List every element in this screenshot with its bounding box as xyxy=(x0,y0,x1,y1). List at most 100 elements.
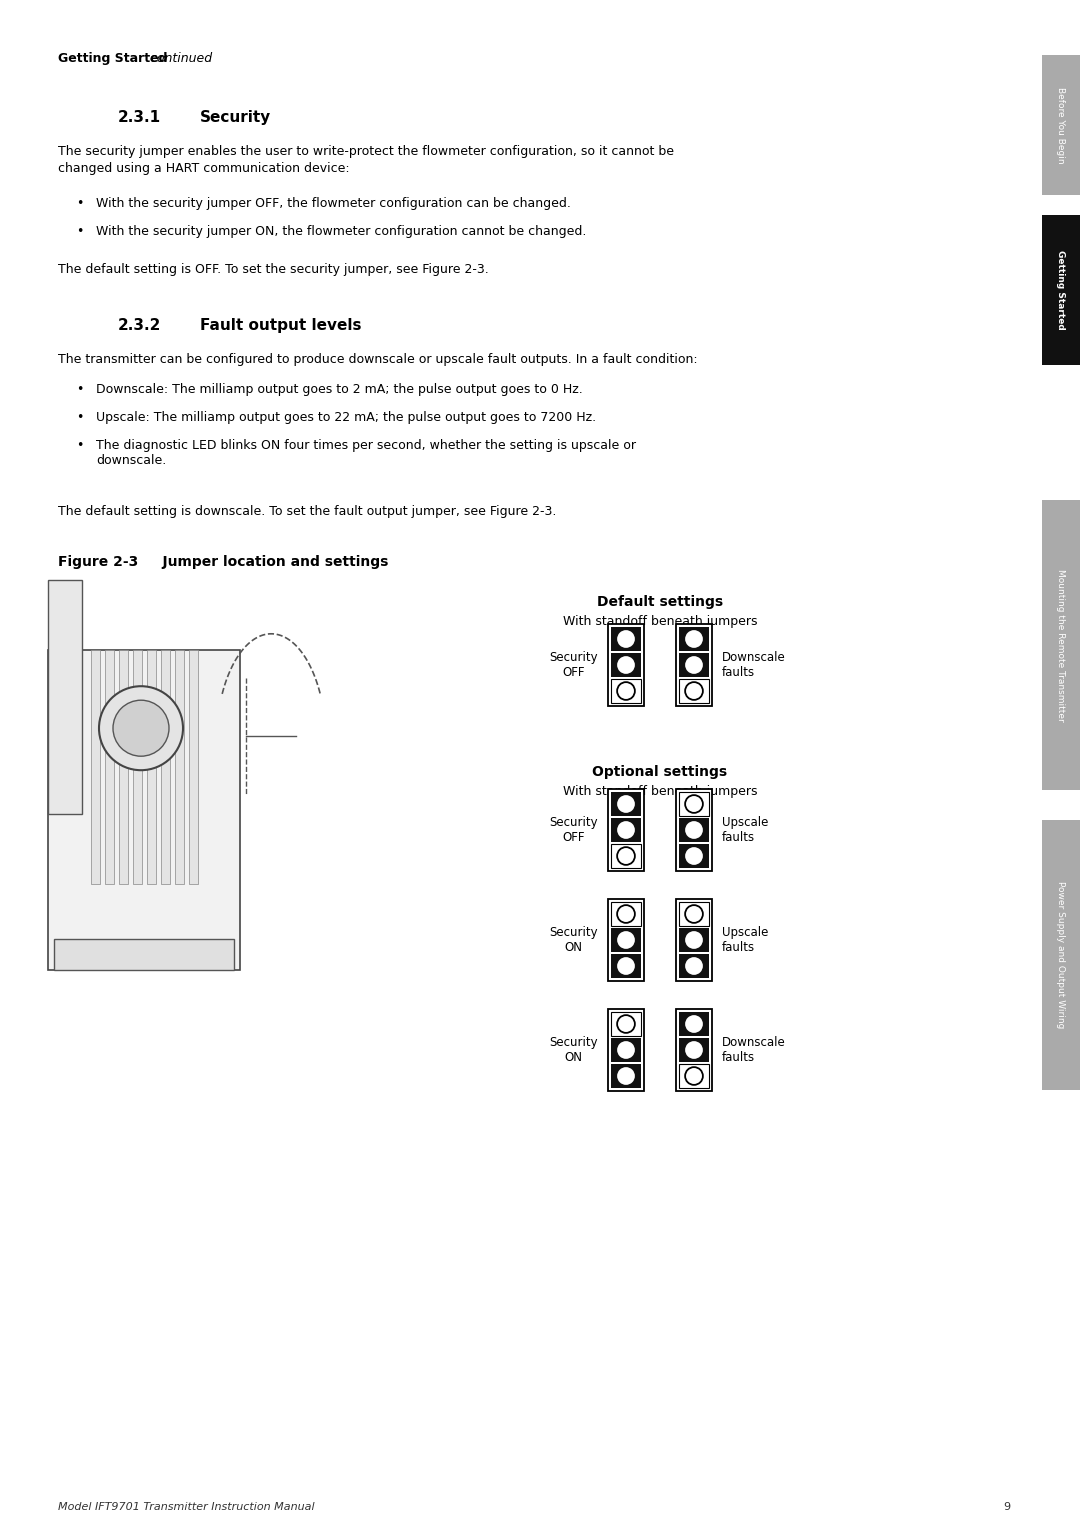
Bar xyxy=(608,898,644,981)
Text: Fault output levels: Fault output levels xyxy=(200,318,362,333)
Bar xyxy=(611,1012,642,1036)
Bar xyxy=(679,902,708,926)
Circle shape xyxy=(99,686,183,770)
Bar xyxy=(679,1038,708,1062)
Text: Mounting the Remote Transmitter: Mounting the Remote Transmitter xyxy=(1056,568,1066,721)
Text: The default setting is downscale. To set the fault output jumper, see Figure 2-3: The default setting is downscale. To set… xyxy=(58,504,556,518)
Circle shape xyxy=(685,1067,703,1085)
Bar xyxy=(1042,55,1080,196)
Text: Security: Security xyxy=(200,110,271,125)
Text: The default setting is OFF. To set the security jumper, see Figure 2-3.: The default setting is OFF. To set the s… xyxy=(58,263,489,277)
Bar xyxy=(611,843,642,868)
Circle shape xyxy=(685,821,703,839)
Circle shape xyxy=(617,1015,635,1033)
Bar xyxy=(611,678,642,703)
Text: Figure 2-3: Figure 2-3 xyxy=(58,555,138,568)
Text: •: • xyxy=(76,384,83,396)
Bar xyxy=(679,792,708,816)
Circle shape xyxy=(685,1015,703,1033)
Text: Upscale
faults: Upscale faults xyxy=(723,926,768,953)
Bar xyxy=(1042,215,1080,365)
Text: Downscale
faults: Downscale faults xyxy=(723,1036,786,1063)
Text: continued: continued xyxy=(146,52,212,66)
Bar xyxy=(54,938,234,970)
Bar xyxy=(676,623,712,706)
Text: Jumper location and settings: Jumper location and settings xyxy=(143,555,389,568)
Text: Getting Started: Getting Started xyxy=(1056,251,1066,330)
Bar xyxy=(147,651,157,885)
Text: Upscale
faults: Upscale faults xyxy=(723,816,768,843)
Bar xyxy=(161,651,171,885)
Circle shape xyxy=(617,795,635,813)
Bar xyxy=(679,1012,708,1036)
Bar xyxy=(679,817,708,842)
Bar xyxy=(608,788,644,871)
Bar xyxy=(1042,821,1080,1089)
Text: Downscale: The milliamp output goes to 2 mA; the pulse output goes to 0 Hz.: Downscale: The milliamp output goes to 2… xyxy=(96,384,583,396)
Bar xyxy=(175,651,185,885)
Bar xyxy=(679,953,708,978)
Text: Security
OFF: Security OFF xyxy=(550,651,598,678)
Bar xyxy=(134,651,143,885)
Text: Upscale: The milliamp output goes to 22 mA; the pulse output goes to 7200 Hz.: Upscale: The milliamp output goes to 22 … xyxy=(96,411,596,423)
Bar xyxy=(611,626,642,651)
Bar xyxy=(676,788,712,871)
Circle shape xyxy=(685,656,703,674)
Text: Optional settings: Optional settings xyxy=(593,766,728,779)
Text: 2.3.1: 2.3.1 xyxy=(118,110,161,125)
Bar xyxy=(679,678,708,703)
Text: With the security jumper ON, the flowmeter configuration cannot be changed.: With the security jumper ON, the flowmet… xyxy=(96,225,586,238)
Bar xyxy=(679,927,708,952)
Circle shape xyxy=(685,905,703,923)
Circle shape xyxy=(617,905,635,923)
Text: Before You Begin: Before You Begin xyxy=(1056,87,1066,163)
Circle shape xyxy=(685,847,703,865)
Circle shape xyxy=(685,1041,703,1059)
Circle shape xyxy=(617,681,635,700)
Bar xyxy=(611,927,642,952)
Text: Power Supply and Output Wiring: Power Supply and Output Wiring xyxy=(1056,882,1066,1028)
Bar xyxy=(48,651,240,970)
Bar xyxy=(92,651,100,885)
Bar xyxy=(1042,500,1080,790)
Bar xyxy=(679,1063,708,1088)
Text: •: • xyxy=(76,439,83,452)
Text: With standoff beneath jumpers: With standoff beneath jumpers xyxy=(563,785,757,798)
Bar xyxy=(611,817,642,842)
Circle shape xyxy=(617,821,635,839)
Circle shape xyxy=(113,700,168,756)
Circle shape xyxy=(685,681,703,700)
Text: The diagnostic LED blinks ON four times per second, whether the setting is upsca: The diagnostic LED blinks ON four times … xyxy=(96,439,636,468)
Text: Getting Started: Getting Started xyxy=(58,52,167,66)
Text: Security
ON: Security ON xyxy=(550,1036,598,1063)
Circle shape xyxy=(617,630,635,648)
Circle shape xyxy=(617,931,635,949)
Text: 9: 9 xyxy=(1003,1502,1010,1513)
Bar xyxy=(106,651,114,885)
Text: Default settings: Default settings xyxy=(597,594,724,610)
Text: •: • xyxy=(76,225,83,238)
Bar xyxy=(679,652,708,677)
Bar xyxy=(611,902,642,926)
Bar xyxy=(676,898,712,981)
Circle shape xyxy=(617,656,635,674)
Text: 2.3.2: 2.3.2 xyxy=(118,318,161,333)
Bar xyxy=(611,1063,642,1088)
Circle shape xyxy=(685,957,703,975)
Text: The security jumper enables the user to write-protect the flowmeter configuratio: The security jumper enables the user to … xyxy=(58,145,674,176)
Bar xyxy=(48,581,82,814)
Text: Model IFT9701 Transmitter Instruction Manual: Model IFT9701 Transmitter Instruction Ma… xyxy=(58,1502,314,1513)
Bar xyxy=(608,623,644,706)
Bar xyxy=(611,652,642,677)
Circle shape xyxy=(617,957,635,975)
Circle shape xyxy=(685,630,703,648)
Circle shape xyxy=(617,1041,635,1059)
Bar xyxy=(679,626,708,651)
Bar xyxy=(611,953,642,978)
Text: •: • xyxy=(76,197,83,209)
Circle shape xyxy=(685,795,703,813)
Text: Security
ON: Security ON xyxy=(550,926,598,953)
Bar xyxy=(608,1008,644,1091)
Text: Downscale
faults: Downscale faults xyxy=(723,651,786,678)
Circle shape xyxy=(685,931,703,949)
